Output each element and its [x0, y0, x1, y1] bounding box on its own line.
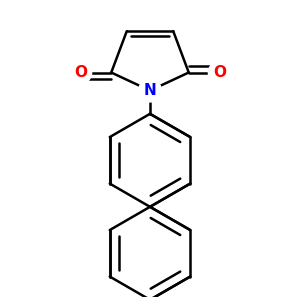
- Circle shape: [69, 61, 92, 84]
- Text: O: O: [213, 65, 226, 80]
- Circle shape: [139, 79, 161, 102]
- Text: N: N: [144, 83, 156, 98]
- Circle shape: [208, 61, 231, 84]
- Text: O: O: [74, 65, 87, 80]
